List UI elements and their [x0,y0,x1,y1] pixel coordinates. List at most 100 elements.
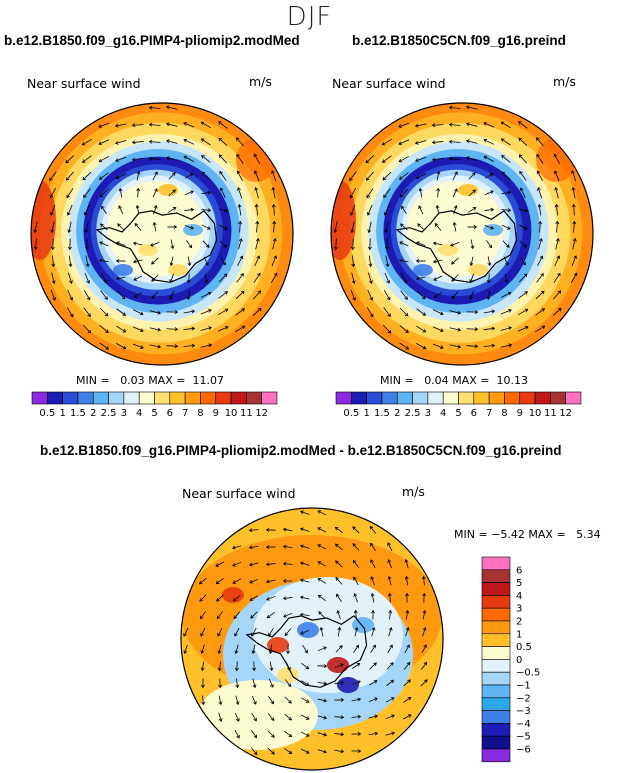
panel1-colorbar-tick-label: 2.5 [101,408,117,419]
panel2-colorbar-swatch [520,392,535,404]
panel3-colorbar-tick-label: −3 [516,706,531,717]
panel1-colorbar-swatch [246,392,261,404]
panel1-colorbar-swatch [124,392,139,404]
panel1-min-value: 0.03 [120,374,145,387]
panel2-colorbar-swatch [459,392,474,404]
panel2-colorbar-swatch [504,392,519,404]
panel1-colorbar-tick-label: 3 [121,408,127,419]
panel3-colorbar-swatch [482,685,510,698]
panel3-colorbar-tick-label: 6 [516,565,522,576]
panel3-colorbar-swatch [482,621,510,634]
panel3-colorbar-swatch [482,595,510,608]
panel2-title: b.e12.B1850C5CN.f09_g16.preind [352,33,566,48]
panel1-colorbar-swatch [155,392,170,404]
panel3-stats: MIN = −5.42 MAX = 5.34 [454,528,601,541]
panel1-colorbar-tick-label: 2 [90,408,96,419]
panel3-colorbar-swatch [482,749,510,762]
panel2-colorbar-tick-label: 8 [501,408,507,419]
panel1-colorbar-swatch [78,392,93,404]
panel1-colorbar-tick-label: 1.5 [70,408,86,419]
panel2-colorbar-tick-label: 9 [517,408,523,419]
panel2-min-value: 0.04 [424,374,449,387]
panel2-colorbar-tick-label: 5 [455,408,461,419]
panel3-colorbar-swatch [482,736,510,749]
panel2-colorbar-tick-label: 0.5 [343,408,359,419]
panel1-colorbar-swatch [63,392,78,404]
panel1-max-label: MAX = [148,374,185,387]
panel2-colorbar-swatch [367,392,382,404]
panel3-colorbar-swatch [482,659,510,672]
panel3-colorbar-tick-label: 2 [516,617,522,628]
panel2-colorbar-tick-label: 1 [363,408,369,419]
panel3-colorbar-tick-label: −0.5 [516,668,540,679]
panel3-colorbar-tick-label: 1 [516,629,522,640]
panel3-colorbar-tick-label: 3 [516,604,522,615]
panel1-colorbar-swatch [109,392,124,404]
panel2-colorbar-swatch [535,392,550,404]
panel3-max-value: 5.34 [576,528,601,541]
panel2-colorbar-swatch [489,392,504,404]
panel1-colorbar-swatch [93,392,108,404]
panel3-colorbar-tick-label: −1 [516,681,531,692]
panel2-colorbar-tick-label: 10 [529,408,542,419]
panel1-colorbar-tick-label: 4 [136,408,142,419]
panel2-colorbar-tick-label: 7 [486,408,492,419]
panel1-stats: MIN = 0.03 MAX = 11.07 [76,374,224,387]
panel1-colorbar-swatch [216,392,231,404]
panel2-colorbar-tick-label: 3 [425,408,431,419]
panel1-variable-label: Near surface wind [27,76,141,91]
season-title: DJF [0,2,619,32]
panel1-colorbar-tick-label: 9 [213,408,219,419]
panel1-colorbar-swatch [185,392,200,404]
panel2-colorbar-tick-label: 12 [559,408,572,419]
panel1-max-value: 11.07 [192,374,224,387]
panel2-colorbar-swatch [443,392,458,404]
panel2-colorbar-tick-label: 11 [544,408,557,419]
panel3-colorbar-tick-label: 0.5 [516,642,532,653]
panel3-min-value: −5.42 [491,528,525,541]
panel1-map [28,100,296,368]
panel1-colorbar-swatch [262,392,277,404]
panel1-colorbar-tick-label: 6 [167,408,173,419]
panel2-min-label: MIN = [380,374,414,387]
panel3-colorbar-swatch [482,672,510,685]
panel3-variable-label: Near surface wind [182,486,296,501]
panel3-max-label: MAX = [528,528,565,541]
panel3-colorbar-swatch [482,698,510,711]
panel3-colorbar-swatch [482,647,510,660]
panel3-colorbar-tick-label: −5 [516,732,531,743]
panel1-colorbar-tick-label: 5 [151,408,157,419]
panel3-min-label: MIN = [454,528,488,541]
panel1-colorbar-tick-label: 11 [240,408,253,419]
panel1-colorbar-tick-label: 1 [59,408,65,419]
panel2-colorbar-tick-label: 2.5 [405,408,421,419]
panel2-variable-label: Near surface wind [332,76,446,91]
panel3-colorbar-tick-label: 5 [516,578,522,589]
panel2-units: m/s [553,74,576,89]
panel2-colorbar-swatch [336,392,351,404]
panel2-max-label: MAX = [452,374,489,387]
panel2-colorbar-tick-label: 4 [440,408,446,419]
panel1-colorbar-tick-label: 0.5 [39,408,55,419]
panel2-colorbar-swatch [382,392,397,404]
panel3-colorbar-swatch [482,583,510,596]
panel2-colorbar-swatch [413,392,428,404]
panel2-colorbar-swatch [428,392,443,404]
panel2-colorbar-tick-label: 2 [394,408,400,419]
panel2-colorbar-swatch [474,392,489,404]
panel3-colorbar-swatch [482,557,510,570]
panel3-colorbar-swatch [482,711,510,724]
panel1-colorbar-swatch [32,392,47,404]
panel3-colorbar-tick-label: −2 [516,693,531,704]
panel3-units: m/s [402,484,425,499]
panel1-colorbar-swatch [170,392,185,404]
panel1-colorbar-swatch [139,392,154,404]
panel2-colorbar-swatch [566,392,581,404]
panel3-colorbar-tick-label: −4 [516,719,531,730]
panel1-colorbar-tick-label: 12 [255,408,268,419]
panel2-colorbar-swatch [550,392,565,404]
panel3-colorbar-tick-label: 4 [516,591,522,602]
